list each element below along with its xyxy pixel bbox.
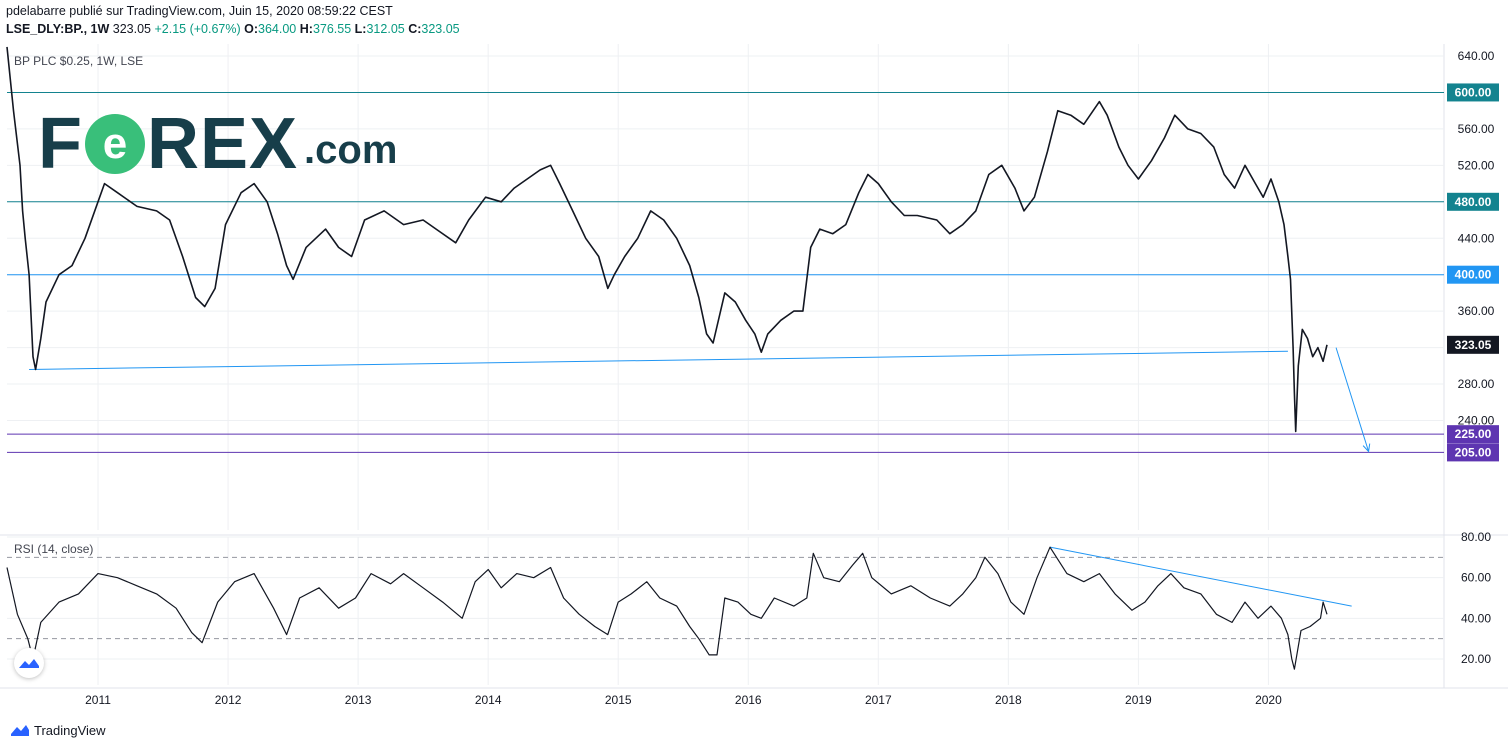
high-label: H:	[299, 22, 313, 36]
change-value: +2.15 (+0.67%)	[154, 22, 241, 36]
publisher-line: pdelabarre publié sur TradingView.com, J…	[6, 4, 393, 18]
close-label: C:	[408, 22, 422, 36]
y-tick-label: 240.00	[1458, 414, 1495, 428]
tradingview-wave-icon	[19, 659, 39, 668]
y-tick-label: 520.00	[1458, 158, 1495, 172]
tradingview-footer[interactable]: TradingView	[10, 722, 106, 738]
symbol-label: LSE_DLY:BP., 1W	[6, 22, 110, 36]
price-series-line	[6, 46, 1328, 433]
x-tick-label: 2018	[995, 693, 1022, 707]
logo-coin-icon: e	[84, 114, 145, 174]
level-price-tag	[1447, 425, 1499, 444]
level-price-tag	[1447, 265, 1499, 284]
tradingview-badge-icon[interactable]	[14, 648, 44, 678]
logo-text-f: F	[38, 104, 83, 184]
y-tick-label: 280.00	[1458, 377, 1495, 391]
level-price-label: 480.00	[1455, 195, 1492, 209]
x-tick-label: 2015	[605, 693, 632, 707]
y-tick-label: 560.00	[1458, 122, 1495, 136]
tradingview-logo-icon	[11, 725, 29, 736]
high-value: 376.55	[312, 22, 352, 36]
level-price-label: 225.00	[1455, 427, 1492, 441]
x-tick-label: 2019	[1125, 693, 1152, 707]
level-price-label: 205.00	[1455, 445, 1492, 459]
y-tick-label: 640.00	[1458, 49, 1495, 63]
y-tick-label: 440.00	[1458, 231, 1495, 245]
level-price-tag	[1447, 192, 1499, 211]
x-tick-label: 2014	[475, 693, 502, 707]
trend-line	[1335, 347, 1370, 452]
logo-text-com: .com	[304, 128, 398, 172]
low-label: L:	[354, 22, 367, 36]
rsi-y-tick-label: 80.00	[1461, 530, 1491, 544]
main-pane-title: BP PLC $0.25, 1W, LSE	[14, 54, 144, 68]
x-tick-label: 2017	[865, 693, 892, 707]
logo-text-rex: REX	[146, 104, 299, 184]
forex-logo: F e REX .com	[38, 108, 397, 180]
x-tick-label: 2012	[215, 693, 242, 707]
level-price-label: 400.00	[1455, 268, 1492, 282]
tradingview-brand: TradingView	[34, 722, 106, 738]
rsi-series-line	[6, 546, 1328, 670]
rsi-y-tick-label: 60.00	[1461, 571, 1491, 585]
logo-coin-letter: e	[102, 119, 128, 168]
rsi-y-tick-label: 40.00	[1461, 611, 1491, 625]
x-tick-label: 2011	[85, 693, 111, 707]
x-tick-label: 2020	[1255, 693, 1282, 707]
low-value: 312.05	[366, 22, 405, 36]
open-label: O:	[244, 22, 259, 36]
rsi-y-tick-label: 20.00	[1461, 652, 1491, 666]
level-price-label: 600.00	[1455, 85, 1492, 99]
level-price-tag	[1447, 83, 1499, 102]
rsi-trend-line	[1049, 546, 1352, 607]
x-tick-label: 2016	[735, 693, 762, 707]
x-tick-label: 2013	[345, 693, 372, 707]
last-price-value: 323.05	[112, 22, 151, 36]
last-price-tag	[1447, 335, 1499, 354]
trend-line	[29, 350, 1288, 370]
last-price-label: 323.05	[1455, 338, 1492, 352]
y-tick-label: 360.00	[1458, 304, 1495, 318]
trend-arrow-head	[1362, 443, 1371, 453]
close-value: 323.05	[421, 22, 460, 36]
level-price-tag	[1447, 443, 1499, 462]
ohlc-header: LSE_DLY:BP., 1W 323.05 +2.15 (+0.67%) O:…	[6, 22, 460, 36]
rsi-pane-title: RSI (14, close)	[14, 542, 94, 556]
open-value: 364.00	[258, 22, 297, 36]
